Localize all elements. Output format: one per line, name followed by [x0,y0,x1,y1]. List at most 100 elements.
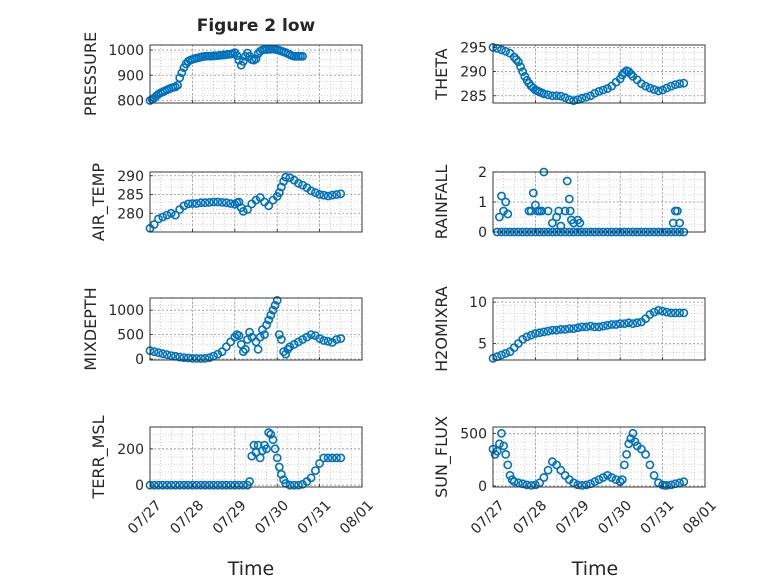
data-point [505,470,515,480]
data-point [336,334,346,343]
data-point [528,188,538,198]
figure-title: Figure 2 low [197,16,316,36]
data-point [257,446,267,455]
data-point [531,480,540,490]
data-point [337,0,344,4]
data-point [192,480,201,490]
data-point [187,353,197,363]
y-axis-label: H2OMIXRA [432,286,451,372]
data-point [537,206,547,216]
data-point [285,342,295,352]
data-point [266,429,276,439]
data-point [325,0,332,4]
data-point [535,328,544,338]
data-point [285,173,295,182]
data-point [162,480,172,490]
data-point [554,206,564,216]
data-point [333,0,340,4]
y-tick-label: 800 [117,93,144,109]
data-point [166,208,176,218]
y-axis-label: THETA [432,48,451,100]
y-axis-label: RAINFALL [432,165,451,240]
data-point [298,180,307,190]
x-tick-label: 07/31 [295,498,335,538]
data-point [624,318,634,328]
data-point [543,326,553,336]
data-point [240,344,250,354]
data-point [173,80,182,90]
data-point [234,331,244,340]
data-point [183,480,193,490]
axes-frame [492,44,706,104]
data-point [501,197,511,207]
data-point [654,305,663,315]
data-point [200,480,210,490]
y-tick-label: 295 [460,40,487,56]
data-point [499,441,508,451]
data-point [204,480,214,490]
data-point [329,0,336,4]
x-tick-label: 07/28 [510,498,550,538]
data-series [488,43,689,105]
data-point [673,206,682,216]
data-point [260,330,269,339]
data-point [552,460,561,470]
data-point [204,353,214,362]
data-point [666,308,676,318]
data-series [145,0,344,105]
data-point [503,460,513,470]
x-tick-label: 07/30 [252,498,292,538]
data-point [539,89,549,99]
data-point [306,473,316,483]
y-tick-label: 10 [469,295,487,311]
data-point [526,206,536,216]
data-point [226,199,235,208]
data-point [637,444,646,454]
y-tick-label: 1000 [108,43,144,59]
data-point [611,475,621,484]
data-point [649,307,659,317]
data-point [509,477,519,487]
data-point [303,0,310,4]
panel-rainfall: 0 1 2 RAINFALL [432,165,706,241]
data-point [217,197,227,207]
data-point [497,428,506,438]
major-grid [493,298,705,360]
data-point [679,477,689,487]
data-point [526,330,536,340]
axes-frame [492,426,706,488]
data-point [183,353,193,363]
data-point [622,449,631,459]
axes-frame [149,44,363,104]
data-point [630,437,640,447]
data-point [170,480,180,490]
data-point [535,478,544,488]
data-point [301,0,308,4]
data-point [556,91,566,101]
data-point [649,85,659,94]
data-point [543,465,553,475]
data-point [293,178,303,188]
axes-frame [149,171,363,233]
data-point [177,68,187,78]
panel-terr_msl: 0 200 TERR_MSL 07/27 07/28 07/29 07/30 07/31 08/… [89,415,377,537]
data-point [497,191,506,201]
x-tick-label: 07/31 [638,498,678,538]
data-point [607,320,617,329]
data-point [270,300,280,310]
data-point [620,319,629,328]
data-point [607,473,617,482]
data-point [611,320,621,329]
data-point [154,214,163,224]
data-point [590,322,600,332]
data-point [283,344,293,354]
panel-air_temp: 280 285 290 AIR_TEMP [89,163,363,241]
data-point [272,295,282,305]
data-point [279,176,288,186]
data-point [668,218,678,228]
data-point [312,0,319,4]
data-point [581,322,591,332]
data-point [251,54,261,64]
